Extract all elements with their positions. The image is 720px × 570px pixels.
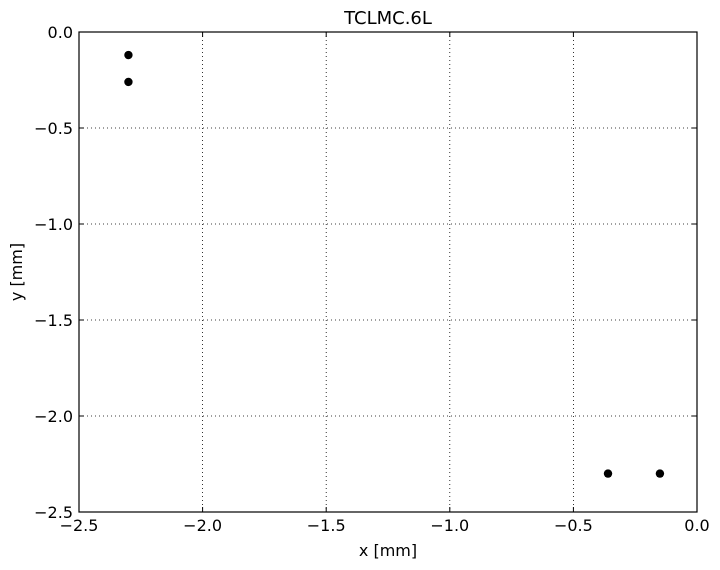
y-tick-label: −0.5 [34, 119, 73, 138]
data-point [124, 50, 133, 60]
y-tick-label: −2.0 [34, 407, 73, 426]
data-points [124, 50, 665, 478]
x-tick-label: −1.0 [430, 516, 469, 535]
y-tick-label: −1.5 [34, 311, 73, 330]
grid-lines [79, 32, 697, 512]
x-tick-label: 0.0 [684, 516, 709, 535]
x-tick-label: −0.5 [554, 516, 593, 535]
data-point [124, 77, 133, 87]
y-tick-label: −2.5 [34, 503, 73, 522]
x-tick-label: −1.5 [307, 516, 346, 535]
axis-ticks: −2.5 −2.0 −1.5 −1.0 −0.5 0.0 0.0 −0.5 −1.0 −1.5 −2… [34, 23, 710, 535]
data-point [655, 469, 665, 478]
x-tick-label: −2.5 [60, 516, 99, 535]
y-axis-label: y [mm] [7, 243, 26, 301]
x-axis-label: x [mm] [359, 541, 417, 560]
x-tick-label: −2.0 [183, 516, 222, 535]
chart-title: TCLMC.6L [343, 8, 432, 29]
y-tick-label: −1.0 [34, 215, 73, 234]
plot-frame [78, 31, 698, 513]
data-point [603, 469, 613, 478]
y-tick-label: 0.0 [48, 23, 73, 42]
